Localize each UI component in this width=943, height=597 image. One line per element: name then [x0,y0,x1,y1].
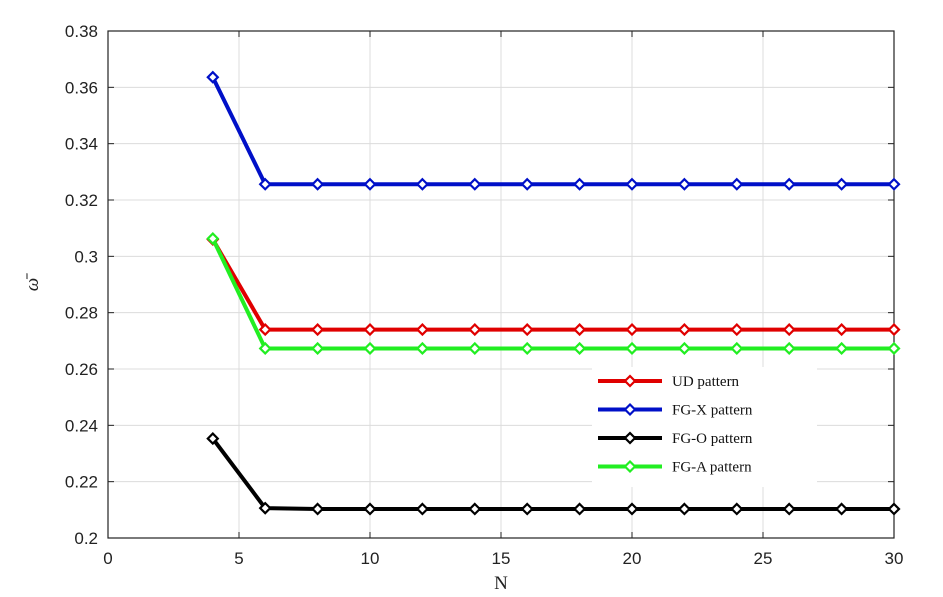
y-tick-label: 0.2 [74,529,98,548]
legend-item: FG-A pattern [598,460,752,476]
data-point-marker [835,341,849,355]
legend-label: UD pattern [672,374,740,390]
x-axis-label: N [494,573,508,594]
data-point-marker [835,323,849,337]
data-point-marker [468,502,482,516]
data-point-marker [625,502,639,516]
legend-label: FG-O pattern [672,431,753,447]
y-tick-label: 0.38 [65,22,98,41]
data-point-marker [258,341,272,355]
data-point-marker [206,432,220,446]
series-0 [206,232,901,337]
data-point-marker [520,341,534,355]
data-point-marker [835,177,849,191]
data-point-marker [468,323,482,337]
data-point-marker [363,323,377,337]
data-point-marker [835,502,849,516]
data-point-marker [782,177,796,191]
y-tick-label: 0.28 [65,304,98,323]
series-line [211,437,894,511]
data-point-marker [677,341,691,355]
data-point-marker [625,177,639,191]
legend-swatch-marker [623,431,637,445]
legend-item: FG-X pattern [598,403,753,419]
axis-ticks: 0 5 10 15 20 25 30 0.2 0.22 0.24 0.26 0.28 0.3 0.32 0.… [65,22,904,568]
data-point-marker [887,341,901,355]
y-tick-label: 0.32 [65,191,98,210]
data-point-marker [730,341,744,355]
series-1 [206,70,901,191]
data-point-marker [782,502,796,516]
data-point-marker [677,502,691,516]
data-point-marker [730,502,744,516]
legend-swatch-marker [623,459,637,474]
data-point-marker [625,341,639,355]
series-line [211,76,894,187]
x-tick-label: 15 [492,549,511,568]
data-point-marker [206,232,220,246]
data-point-marker [782,341,796,355]
legend-label: FG-X pattern [672,403,753,419]
data-point-marker [258,177,272,191]
x-tick-label: 0 [103,549,112,568]
x-tick-label: 30 [885,549,904,568]
data-point-marker [363,177,377,191]
x-tick-label: 10 [361,549,380,568]
data-point-marker [677,323,691,337]
data-point-marker [311,502,325,516]
data-point-marker [887,177,901,191]
data-point-marker [415,341,429,355]
series-line [210,237,894,351]
series-line [211,238,894,332]
data-point-marker [258,501,272,515]
data-point-marker [363,341,377,355]
grid [108,31,894,538]
legend-item: UD pattern [598,374,740,390]
x-tick-label: 5 [234,549,243,568]
data-point-marker [311,341,325,355]
legend-label: FG-A pattern [672,460,752,476]
data-point-marker [573,341,587,355]
series-3 [206,232,901,355]
y-tick-label: 0.34 [65,135,98,154]
legend-swatch-marker [623,374,637,388]
legend-item: FG-O pattern [598,431,753,447]
legend: UD pattern FG-X pattern FG-O pattern FG-A p… [592,367,817,487]
y-tick-label: 0.3 [74,247,98,266]
series-2 [206,432,901,516]
legend-swatch-marker [623,402,637,417]
y-tick-label: 0.26 [65,360,98,379]
series-group [206,70,901,516]
data-point-marker [415,502,429,516]
data-point-marker [415,323,429,337]
data-point-marker [573,502,587,516]
x-tick-label: 20 [623,549,642,568]
data-point-marker [730,323,744,337]
data-point-marker [258,323,272,337]
data-point-marker [415,177,429,191]
y-tick-label: 0.22 [65,473,98,492]
data-point-marker [520,177,534,191]
data-point-marker [311,177,325,191]
data-point-marker [206,70,220,84]
data-point-marker [311,323,325,337]
y-tick-label: 0.24 [65,416,98,435]
data-point-marker [887,323,901,337]
data-point-marker [625,323,639,337]
data-point-marker [520,502,534,516]
data-point-marker [887,502,901,516]
data-point-marker [573,323,587,337]
data-point-marker [468,341,482,355]
data-point-marker [363,502,377,516]
data-point-marker [468,177,482,191]
data-point-marker [520,323,534,337]
y-tick-label: 0.36 [65,78,98,97]
data-point-marker [573,177,587,191]
x-tick-label: 25 [754,549,773,568]
y-axis-label: ω̄ [22,273,43,291]
data-point-marker [782,323,796,337]
data-point-marker [730,177,744,191]
data-point-marker [677,177,691,191]
